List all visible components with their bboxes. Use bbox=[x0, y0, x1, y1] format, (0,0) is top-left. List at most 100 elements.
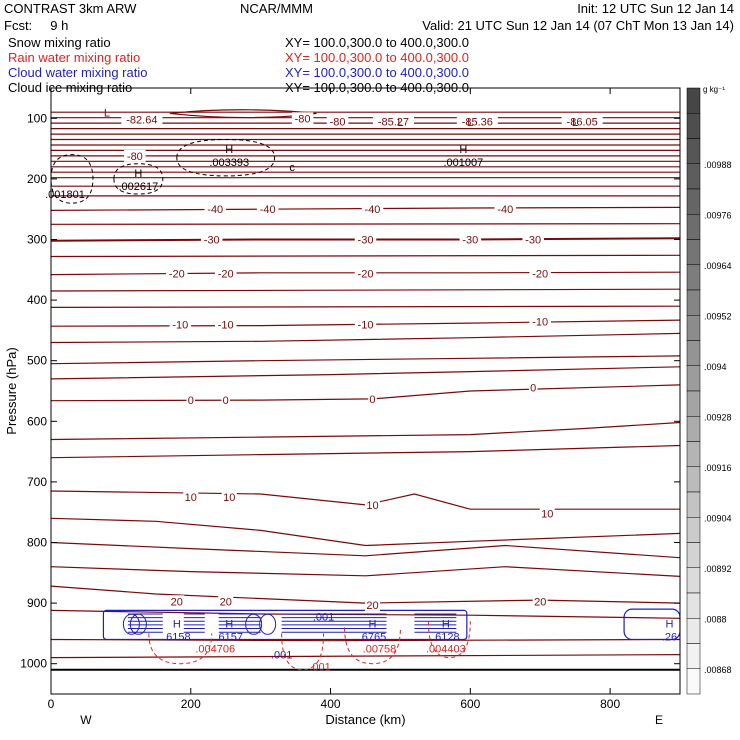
contour-label: c bbox=[289, 162, 295, 174]
isotherm-line bbox=[51, 319, 680, 327]
extremum-marker: L bbox=[467, 117, 473, 129]
isotherm-label: -30 bbox=[204, 235, 220, 247]
isotherm-line bbox=[51, 271, 680, 276]
isotherm-label: 0 bbox=[369, 394, 375, 406]
isotherm-label-bg bbox=[364, 598, 380, 611]
extremum-marker: H bbox=[442, 618, 450, 630]
colorbar-tick-label: .00988 bbox=[704, 160, 732, 170]
isotherm-label: 10 bbox=[366, 500, 378, 512]
y-tick-label: 600 bbox=[27, 414, 47, 428]
colorbar-swatch bbox=[686, 592, 701, 619]
extremum-marker: H bbox=[225, 144, 233, 156]
extremum-value: .004403 bbox=[426, 644, 466, 656]
y-axis-label: Pressure (hPa) bbox=[4, 347, 19, 434]
cloud-contour bbox=[129, 613, 147, 635]
isotherm-label-bg bbox=[326, 115, 349, 128]
colorbar-swatch bbox=[686, 466, 701, 493]
isotherm-label-bg bbox=[459, 233, 482, 246]
isotherm-label-bg bbox=[494, 203, 517, 216]
isotherm-line bbox=[51, 206, 680, 211]
field-cloudwater-label: Cloud water mixing ratio bbox=[8, 65, 148, 80]
extremum-value: .6157 bbox=[215, 631, 243, 643]
extremum-value: .26 bbox=[662, 631, 677, 643]
y-tick-label: 1000 bbox=[20, 657, 47, 671]
colorbar-tick-label: .00976 bbox=[704, 210, 732, 220]
rain-contour bbox=[427, 621, 471, 659]
colorbar-swatch bbox=[686, 491, 701, 518]
rain-contour bbox=[281, 633, 325, 671]
colorbar-swatch bbox=[686, 163, 701, 190]
colorbar-swatch bbox=[686, 113, 701, 139]
isotherm-label-bg bbox=[214, 318, 237, 331]
extremum-value: .6128 bbox=[432, 631, 460, 643]
field-snow-xy: XY= 100.0,300.0 to 400.0,300.0 bbox=[285, 35, 469, 50]
rain-contour bbox=[344, 627, 401, 665]
isotherm-label-bg bbox=[121, 113, 163, 126]
field-snow-label: Snow mixing ratio bbox=[8, 35, 111, 50]
isotherm-line bbox=[51, 366, 680, 380]
y-tick-label: 400 bbox=[27, 293, 47, 307]
isotherm-label-bg bbox=[522, 233, 544, 246]
colorbar-tick-label: .00952 bbox=[704, 311, 732, 321]
colorbar-swatch bbox=[686, 340, 701, 366]
extremum-value: .001 bbox=[309, 662, 330, 674]
isotherm-line bbox=[51, 654, 680, 659]
x-tick-label: 200 bbox=[181, 697, 201, 711]
isotherm-label-bg bbox=[214, 267, 237, 280]
snow-contour bbox=[176, 139, 276, 177]
isotherm-label: -86.05 bbox=[567, 116, 598, 128]
isotherm-label-bg bbox=[204, 203, 226, 216]
colorbar-swatch bbox=[686, 517, 701, 543]
isotherm-line bbox=[51, 332, 680, 344]
isotherm-label-bg bbox=[368, 392, 377, 405]
isotherm-label-bg bbox=[169, 318, 192, 331]
field-cloudice-label: Cloud ice mixing ratio bbox=[8, 80, 133, 95]
cloud-contour bbox=[259, 613, 277, 635]
y-tick-label: 200 bbox=[27, 172, 47, 186]
y-tick-label: 900 bbox=[27, 596, 47, 610]
isotherm-label-bg bbox=[124, 149, 146, 162]
colorbar-tick-label: .0094 bbox=[704, 362, 727, 372]
y-tick-label: 800 bbox=[27, 536, 47, 550]
isotherm-label-bg bbox=[528, 381, 538, 394]
colorbar-swatch bbox=[686, 618, 701, 644]
isotherm-line bbox=[51, 541, 680, 559]
isotherm-line bbox=[51, 305, 680, 308]
snow-contour bbox=[113, 163, 164, 195]
isotherm-line bbox=[51, 421, 680, 441]
valid-time: Valid: 21 UTC Sun 12 Jan 14 (07 ChT Mon … bbox=[422, 18, 734, 33]
colorbar-swatch bbox=[686, 264, 701, 291]
isotherm-label: -30 bbox=[358, 235, 374, 247]
field-cloudwater-xy: XY= 100.0,300.0 to 400.0,300.0 bbox=[285, 65, 469, 80]
isotherm-label-bg bbox=[354, 267, 377, 280]
isotherm-label-bg bbox=[200, 233, 223, 246]
extremum-value: .6158 bbox=[163, 631, 191, 643]
init-time: Init: 12 UTC Sun 12 Jan 14 bbox=[577, 1, 734, 16]
y-tick-label: 700 bbox=[27, 475, 47, 489]
isotherm-label-bg bbox=[354, 318, 377, 331]
colorbar-tick-label: .00868 bbox=[704, 665, 732, 675]
y-tick-label: 100 bbox=[27, 111, 47, 125]
isotherm-label: 0 bbox=[188, 395, 194, 407]
isotherm-label: 0 bbox=[530, 382, 536, 394]
isotherm-label-bg bbox=[561, 115, 603, 128]
cloud-contour bbox=[245, 613, 263, 635]
isotherm-label-bg bbox=[186, 394, 196, 407]
colorbar-swatch bbox=[686, 289, 701, 316]
isotherm-label-bg bbox=[183, 491, 199, 504]
extremum-value: .001007 bbox=[443, 157, 483, 169]
isotherm-label: -10 bbox=[358, 319, 374, 331]
isotherm-line bbox=[51, 254, 680, 258]
colorbar-swatch bbox=[686, 668, 701, 695]
west-label: W bbox=[80, 713, 92, 727]
isotherm-label: -20 bbox=[169, 268, 185, 280]
cloud-contour bbox=[122, 613, 140, 635]
extremum-value: .003393 bbox=[209, 157, 249, 169]
colorbar-tick-label: .0088 bbox=[704, 614, 727, 624]
colorbar-swatch bbox=[686, 643, 701, 669]
isotherm-label: -40 bbox=[207, 204, 223, 216]
extremum-marker: H bbox=[173, 618, 181, 630]
colorbar-unit: g kg⁻¹ bbox=[703, 85, 725, 94]
rain-contour bbox=[148, 633, 213, 665]
